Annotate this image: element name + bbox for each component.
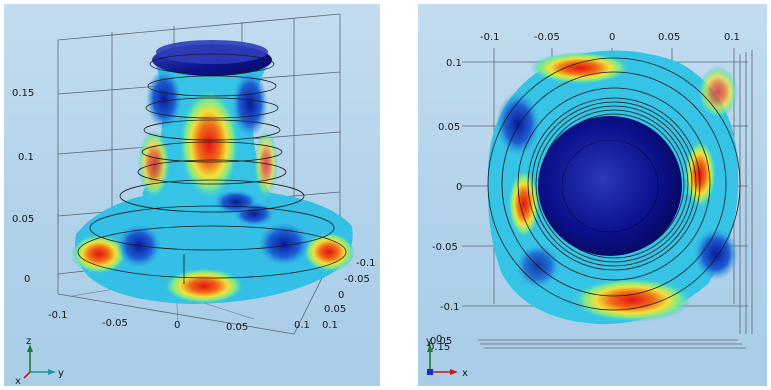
x-tick-label: -0.05: [102, 318, 128, 329]
3d-plot[interactable]: 0.15 0.1 0.05 0 -0.1 -0.05 0 0.05 0.1 -0…: [4, 4, 380, 386]
axis-triad: y x: [426, 336, 468, 379]
triad-x-label: x: [15, 376, 21, 386]
y-tick-label: 0: [338, 290, 344, 301]
x-tick-label: 0.1: [724, 32, 740, 43]
z-tick-label: 0.05: [12, 214, 34, 225]
x-tick-label: 0: [174, 320, 180, 331]
y-tick-label: -0.1: [440, 302, 460, 313]
y-tick-label: 0.1: [446, 58, 462, 69]
y-tick-label: 0: [456, 182, 462, 193]
axis-triad: z y x: [15, 336, 64, 386]
z-tick-label: 0.05: [430, 336, 452, 347]
x-tick-label: -0.05: [534, 32, 560, 43]
top-cap-face: [156, 40, 268, 64]
x-tick-label: -0.1: [48, 310, 68, 321]
y-tick-label: 0.1: [322, 320, 338, 331]
y-tick-label: -0.05: [432, 242, 458, 253]
triad-y-label: y: [58, 368, 64, 379]
column-top: [538, 116, 682, 256]
z-tick-label: 0: [436, 334, 442, 345]
graphics-window-3d-view[interactable]: 0.15 0.1 0.05 0 -0.1 -0.05 0 0.05 0.1 -0…: [4, 4, 380, 386]
x-tick-label: 0.05: [658, 32, 680, 43]
triad-z-label: z: [26, 336, 31, 347]
x-tick-label: 0.1: [294, 320, 310, 331]
triad-y-label: y: [426, 336, 432, 347]
y-tick-label: -0.1: [356, 258, 376, 269]
graphics-window-top-view[interactable]: -0.1 -0.05 0 0.05 0.1 0.1 0.05 0 -0.05 -…: [418, 4, 767, 386]
y-tick-label: -0.05: [344, 274, 370, 285]
x-tick-label: 0.05: [226, 322, 248, 333]
top-plot[interactable]: -0.1 -0.05 0 0.05 0.1 0.1 0.05 0 -0.05 -…: [418, 4, 767, 386]
x-tick-label: 0: [609, 32, 615, 43]
column-surface: [138, 59, 278, 214]
y-tick-label: 0.05: [438, 122, 460, 133]
column-inner-ring: [561, 139, 659, 233]
z-tick-label: 0.15: [12, 88, 34, 99]
triad-x-label: x: [462, 368, 468, 379]
mesh-outline: [77, 53, 347, 284]
mesh-outline: [487, 57, 741, 311]
z-tick-label: 0.1: [18, 152, 34, 163]
z-tick-label: 0: [24, 274, 30, 285]
x-tick-label: -0.1: [480, 32, 500, 43]
z-tick-label: 0.15: [428, 342, 450, 353]
y-tick-label: 0.05: [324, 304, 346, 315]
